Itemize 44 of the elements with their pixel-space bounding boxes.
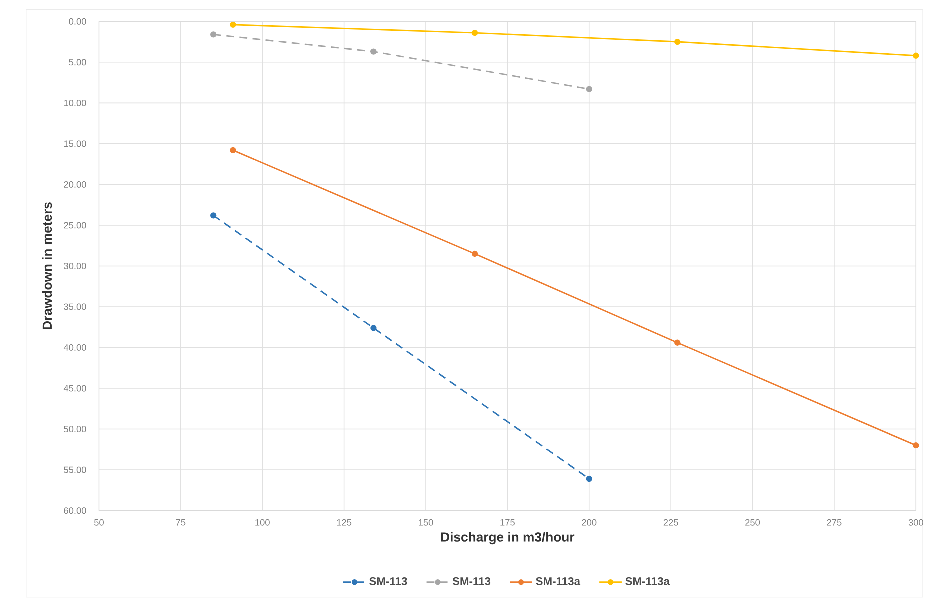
y-tick-label: 20.00 <box>64 181 86 188</box>
y-tick-label: 30.00 <box>64 262 86 270</box>
y-tick-label: 50.00 <box>64 426 86 432</box>
x-tick-label: 100 <box>256 519 270 526</box>
y-tick-label: 45.00 <box>64 385 86 392</box>
point <box>913 52 920 59</box>
y-tick-label: 5.00 <box>69 58 86 66</box>
x-tick-label: 225 <box>664 519 678 526</box>
y-tick-label: 15.00 <box>64 140 86 147</box>
y-tick-label: 0.00 <box>69 18 86 25</box>
point <box>370 48 377 55</box>
point <box>370 324 377 332</box>
point <box>210 212 217 219</box>
point <box>230 22 236 28</box>
legend-label: SM-113a <box>626 577 670 586</box>
point <box>586 476 592 482</box>
x-tick-label: 50 <box>94 519 104 526</box>
y-tick-label: 10.00 <box>64 100 86 106</box>
point <box>913 442 920 448</box>
point <box>674 38 681 45</box>
point <box>674 340 681 346</box>
point <box>472 30 478 36</box>
x-tick-label: 150 <box>419 519 434 526</box>
y-tick-label: 60.00 <box>64 507 86 514</box>
x-tick-label: 200 <box>582 519 597 526</box>
y-tick-label: 35.00 <box>64 304 86 310</box>
x-axis-title: Discharge in m3/hour <box>441 532 575 544</box>
x-tick-label: 275 <box>827 519 842 526</box>
x-tick-label: 250 <box>746 519 760 526</box>
y-tick-label: 40.00 <box>64 344 86 351</box>
y-tick-label: 55.00 <box>64 466 86 474</box>
y-axis-title: Drawdown in meters <box>42 202 52 330</box>
point <box>210 31 217 38</box>
legend-label: SM-113a <box>536 577 581 586</box>
x-tick-label: 75 <box>176 519 186 526</box>
legend-label: SM-113 <box>370 577 408 586</box>
x-tick-label: 300 <box>908 519 924 526</box>
point <box>230 147 236 154</box>
x-tick-label: 175 <box>500 519 515 526</box>
x-tick-label: 125 <box>337 519 352 526</box>
y-tick-label: 25.00 <box>64 222 86 229</box>
point <box>472 250 478 257</box>
point <box>586 86 592 92</box>
legend-label: SM-113 <box>452 577 491 586</box>
